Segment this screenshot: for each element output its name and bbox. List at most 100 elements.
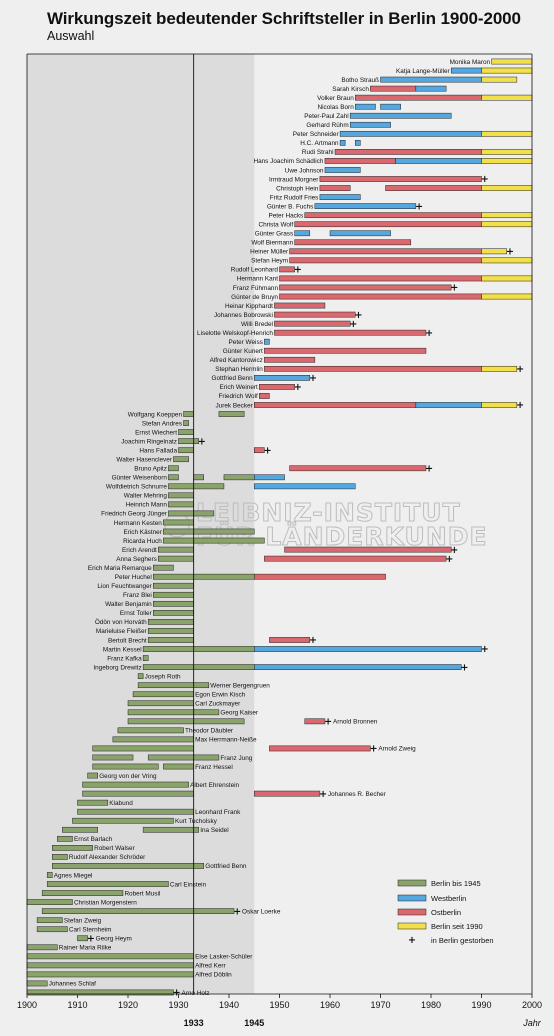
timeline-row: Peter Schneider [293,130,533,138]
row-bar [254,664,462,670]
death-marker: + [309,373,317,384]
row-label: Katja Lange-Müller [396,68,451,75]
row-label: Anna Seghers [116,556,157,563]
timeline-row: Franz Jung [92,754,253,762]
row-bar [132,691,194,698]
row-label: Walter Hasenclever [116,457,172,464]
timeline-row: Franz Kafka [107,655,149,662]
timeline-row: Stefan Andres [142,420,189,427]
row-bar [329,230,391,237]
row-bar [153,582,194,589]
row-label: Christoph Hein [276,185,319,192]
row-bar [481,130,533,137]
row-label: Marieluise Fleißer [96,628,148,635]
row-bar [36,926,68,933]
row-label: Franz Blei [123,592,152,599]
row-label: Alfred Kerr [195,963,226,970]
row-bar [481,257,533,264]
row-bar [153,573,255,580]
row-label: Carl Zuckmayer [195,701,241,708]
row-bar [153,564,174,571]
timeline-row: Georg von der Vring [87,772,157,780]
row-label: Monika Maron [450,59,491,66]
row-bar [153,610,194,616]
row-bar [41,890,124,896]
row-label: Bruno Apitz [134,466,167,473]
row-bar [254,474,285,481]
row-bar [294,221,482,228]
row-bar [173,456,189,463]
row-label: Bertolt Brecht [108,637,147,644]
row-label: Ina Seidel [200,827,228,834]
row-bar [92,763,159,770]
row-label: Erich Arendt [122,547,157,554]
row-bar [92,745,194,752]
row-label: Rudolf Leonhard [231,267,279,274]
row-bar [380,103,401,110]
row-label: Ernst Wiechert [135,429,177,436]
death-marker: + [506,247,514,258]
row-label: Friedrich Georg Jünger [101,511,168,518]
timeline-row: Friedrich Georg Jünger [101,510,215,518]
row-label: Johannes Schlaf [49,981,96,988]
row-bar [72,817,174,824]
row-bar [279,275,482,282]
timeline-row: Werner Bergengruen [137,682,270,689]
timeline-row: + Irmtraud Morgner [269,174,489,185]
row-label: Rudolf Alexander Schröder [69,854,146,861]
death-marker: + [516,364,524,375]
death-marker: + [415,201,423,212]
row-bar [178,429,194,435]
row-bar [87,772,98,779]
timeline-row: Wolfgang Koeppen [128,411,245,418]
timeline-row: Günter Grass [255,230,391,238]
timeline-row: + Oskar Loerke [41,906,281,917]
row-label: Georg von der Vring [99,773,157,780]
timeline-row: + Erich Weinert [220,382,302,393]
row-label: Franz Fühmann [233,285,279,292]
row-bar [319,176,482,182]
row-bar [137,673,144,679]
row-bar [26,899,73,905]
row-label: Else Lasker-Schüler [195,954,253,961]
row-label: Agnes Miegel [54,872,93,879]
timeline-row: Stefan Heym [251,257,533,265]
row-label: Arnold Bronnen [333,719,378,726]
row-bar [46,872,53,878]
row-label: Kurt Tucholsky [175,818,218,825]
legend-swatch-berlin-seit-1990 [397,922,427,930]
row-label: Christian Morgenstern [74,899,137,906]
row-bar [127,700,194,707]
row-bar [355,140,361,146]
row-bar [168,510,215,517]
row-bar [279,293,482,300]
timeline-row: Volker Braun [317,94,533,102]
row-label: Carl Sternheim [69,927,112,934]
row-bar [481,94,533,101]
death-marker: + [87,933,95,944]
timeline-row: Nicolas Born [318,103,401,111]
timeline-row: Sarah Kirsch [332,85,447,93]
row-bar [193,474,204,481]
row-label: Irmtraud Morgner [269,176,319,183]
timeline-row: Wolf Biermann [251,239,412,247]
row-bar [385,185,482,191]
death-marker: + [445,554,453,565]
row-bar [254,646,482,652]
row-label: Hans Fallada [139,447,177,454]
timeline-row: + Jurek Becker [215,400,524,411]
timeline-row: Kurt Tucholsky [72,817,218,825]
row-label: Ricarda Huch [123,538,162,545]
death-marker: + [294,382,302,393]
row-label: Werner Bergengruen [210,682,270,689]
row-bar [223,474,255,481]
row-label: Arno Holz [181,990,209,997]
row-label: Arnold Zweig [378,746,416,753]
death-marker: + [349,319,357,330]
row-bar [52,845,93,851]
timeline-row: Günter Weisenborn [112,474,285,482]
row-bar [324,167,361,173]
row-label: Ernst Toller [120,610,153,617]
marker-label-1945: 1945 [244,1018,264,1028]
x-axis: 1900 1910 1920 1930 1940 1950 1960 1970 1980 1990… [17,994,542,1010]
